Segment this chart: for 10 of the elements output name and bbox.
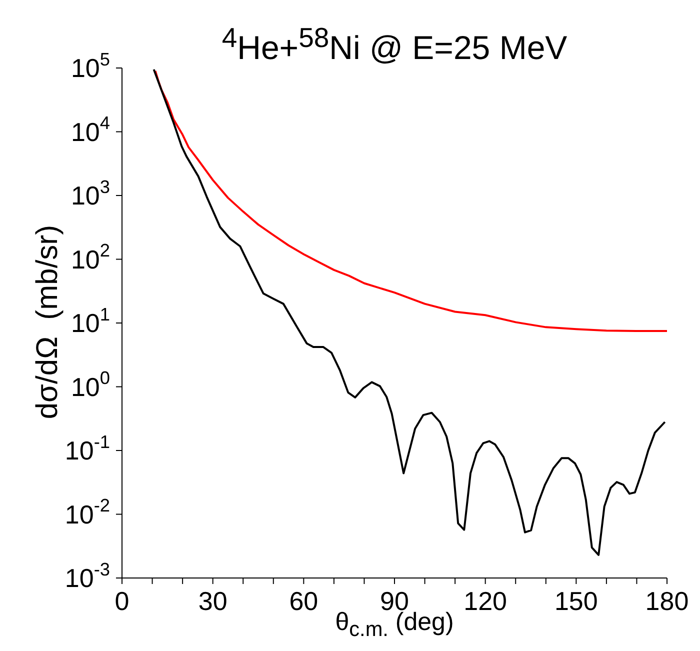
- x-tick-label: 150: [554, 586, 598, 616]
- x-tick-label: 30: [198, 586, 228, 616]
- chart-title: $^{4}$He+$^{58}$Ni @ E=25 MeV: [220, 22, 568, 67]
- x-tick-label: 0: [114, 586, 130, 616]
- line-series: [154, 70, 667, 332]
- x-tick-label: 60: [289, 586, 318, 616]
- line-series: [152, 68, 666, 556]
- x-tick-label: 180: [645, 586, 689, 616]
- x-tick-label: 120: [464, 586, 508, 616]
- y-axis-title: dσ/dΩ (mb/sr): [31, 224, 65, 422]
